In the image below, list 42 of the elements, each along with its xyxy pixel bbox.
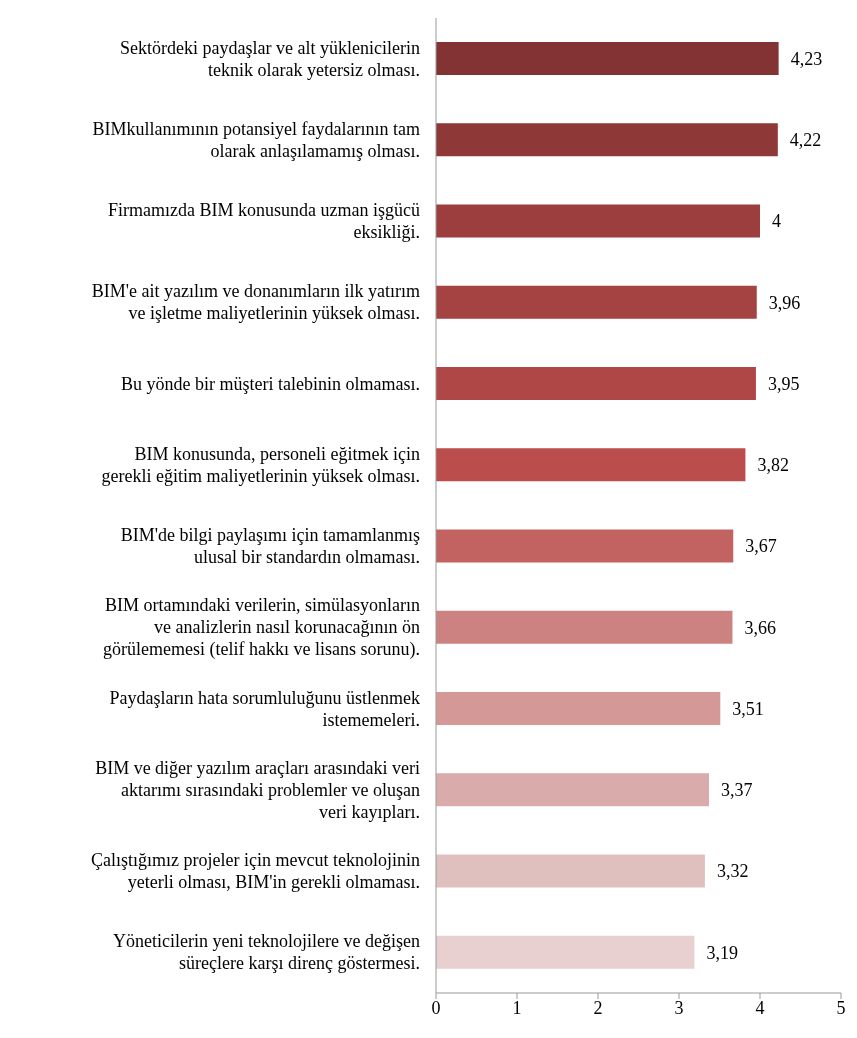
bar <box>436 610 733 644</box>
y-tick-label: Firmamızda BIM konusunda uzman işgücü eksikliği. <box>108 200 420 243</box>
data-label: 3,32 <box>716 861 749 882</box>
bar <box>436 773 709 807</box>
bar <box>436 204 760 238</box>
x-tick-label: 0 <box>431 997 441 1018</box>
data-label: 3,67 <box>745 536 777 557</box>
bar <box>436 42 779 75</box>
data-label: 4,23 <box>790 48 823 69</box>
y-tick-label: Yöneticilerin yeni teknolojilere ve değişen süreçlere karşı direnç göstermesi. <box>113 931 420 974</box>
y-tick-label: BIM'de bilgi paylaşımı için tamamlanmış ulusal bir standardın olmaması. <box>120 525 420 568</box>
bar <box>436 692 721 725</box>
bar <box>436 854 705 888</box>
x-tick-label: 5 <box>836 997 846 1018</box>
y-tick-label: BIM ve diğer yazılım araçları arasındaki veri aktarımı sırasındaki problemler ve oluşan veri kayıpları. <box>95 757 420 822</box>
y-tick-label: BIM konusunda, personeli eğitmek için gerekli eğitim maliyetlerinin yüksek olması. <box>101 443 420 486</box>
bar <box>436 529 734 563</box>
y-tick-label: BIM ortamındaki verilerin, simülasyonların ve analizlerin nasıl korunacağının ön görülememesi (telif hakkı ve lisans sorunu). <box>103 595 420 661</box>
y-tick-label: Paydaşların hata sorumluluğunu üstlenmek istememeleri. <box>109 687 420 730</box>
x-tick-label: 2 <box>593 997 603 1018</box>
y-tick-label: BIM'e ait yazılım ve donanımların ilk yatırım ve işletme maliyetlerinin yüksek olması. <box>91 281 420 324</box>
bar <box>436 123 778 157</box>
bar <box>436 448 746 482</box>
data-label: 3,95 <box>767 373 800 394</box>
data-label: 3,37 <box>720 780 753 801</box>
data-label: 3,96 <box>768 292 801 313</box>
data-label: 3,66 <box>744 617 776 638</box>
y-tick-label: BIMkullanımının potansiyel faydalarının tam olarak anlaşılamamış olması. <box>92 118 420 161</box>
data-label: 4 <box>772 211 781 232</box>
data-label: 3,82 <box>757 455 789 476</box>
x-tick-label: 4 <box>755 997 765 1018</box>
data-label: 3,51 <box>732 698 764 719</box>
data-label: 4,22 <box>789 130 822 151</box>
y-tick-label: Bu yönde bir müşteri talebinin olmaması. <box>121 373 420 394</box>
bar <box>436 285 757 319</box>
bar <box>436 367 756 400</box>
x-tick-label: 1 <box>512 997 522 1018</box>
y-tick-label: Çalıştığımız projeler için mevcut teknolojinin yeterli olması, BIM'in gerekli olmaması. <box>91 850 420 893</box>
x-tick-label: 3 <box>674 997 684 1018</box>
data-label: 3,19 <box>706 942 738 963</box>
bar <box>436 935 695 969</box>
y-tick-label: Sektördeki paydaşlar ve alt yüklenicilerin teknik olarak yetersiz olması. <box>120 37 420 80</box>
